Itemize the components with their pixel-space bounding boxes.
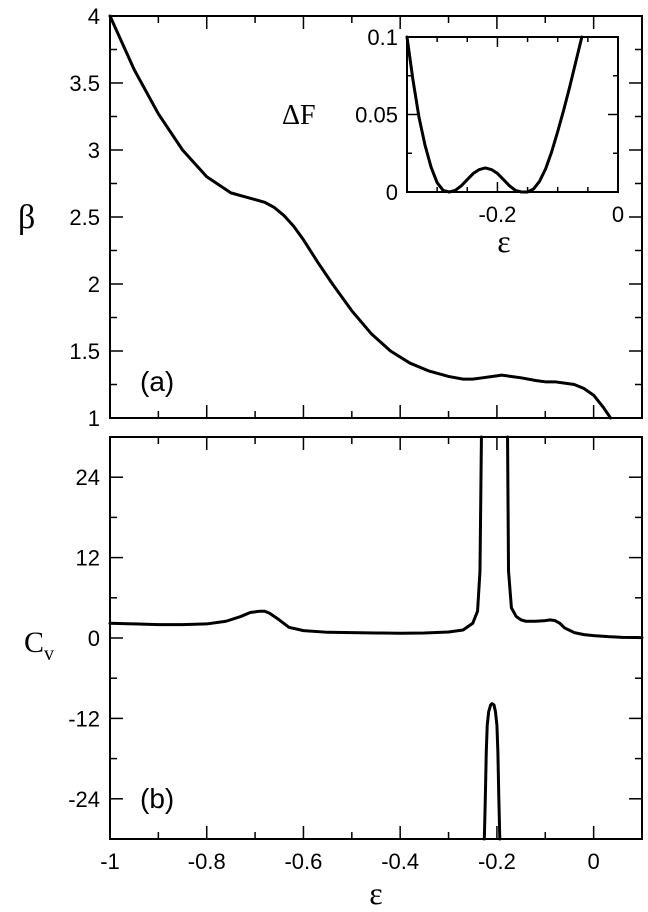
panel-b-xtick-label: -0.6 <box>284 849 322 874</box>
panel-a: 1 1.5 2 2.5 3 3.5 4 β (a) <box>18 4 643 431</box>
panel-a-ticks <box>109 15 643 419</box>
inset-xtick-label: 0 <box>612 202 624 227</box>
panel-a-ytick-labels: 1 1.5 2 2.5 3 3.5 4 <box>69 4 100 431</box>
panel-b-xtick-label: -0.8 <box>188 849 226 874</box>
panel-a-ytick-label: 4 <box>88 4 100 29</box>
panel-b-ticks <box>109 436 643 840</box>
panel-a-ytick-label: 3 <box>88 138 100 163</box>
panel-b-ytick-label: 0 <box>88 626 100 651</box>
inset-ytick-label: 0 <box>386 180 398 205</box>
panel-b-ytick-label: -24 <box>68 787 100 812</box>
panel-a-beta-curve <box>108 14 613 420</box>
inset-ytick-label: 0.05 <box>355 103 398 128</box>
panel-b-xtick-labels: -1 -0.8 -0.6 -0.4 -0.2 0 <box>100 849 600 874</box>
panel-b-xtick-label: -0.4 <box>381 849 419 874</box>
panel-b-xlabel: ε <box>369 875 382 911</box>
panel-b-frame <box>109 436 643 840</box>
panel-a-ytick-label: 2.5 <box>69 205 100 230</box>
panel-b-cv-segment-1 <box>108 435 483 635</box>
panel-b-ytick-label: 24 <box>76 465 100 490</box>
panel-b-xtick-label: 0 <box>588 849 600 874</box>
inset-background <box>407 37 618 192</box>
panel-a-ytick-label: 1 <box>88 406 100 431</box>
inset: 0 0.05 0.1 -0.2 0 ΔF ε <box>282 25 624 259</box>
panel-b-ytick-label: -12 <box>68 706 100 731</box>
inset-xlabel: ε <box>497 223 510 259</box>
panel-b-label: (b) <box>140 783 174 814</box>
panel-b-cv-curves <box>108 435 644 841</box>
inset-ticks <box>406 36 619 193</box>
panel-a-label: (a) <box>140 366 174 397</box>
panel-b-ytick-label: 12 <box>76 546 100 571</box>
panel-b-ylabel: Cv <box>24 626 54 665</box>
inset-ylabel: ΔF <box>282 100 316 131</box>
panel-a-ytick-label: 3.5 <box>69 71 100 96</box>
panel-b-ytick-labels: -24 -12 0 12 24 <box>68 465 100 812</box>
panel-b-cv-segment-3 <box>482 702 502 841</box>
inset-xtick-label: -0.2 <box>478 202 516 227</box>
panel-b-cv-segment-2 <box>506 435 644 640</box>
inset-ytick-label: 0.1 <box>367 25 398 50</box>
panel-b-xtick-label: -1 <box>100 849 120 874</box>
panel-b-xtick-label: -0.2 <box>478 849 516 874</box>
panel-b: -24 -12 0 12 24 -1 -0.8 -0.6 -0.4 -0.2 0 Cv (b) ε <box>24 435 644 911</box>
inset-deltaF-curve <box>405 35 584 194</box>
inset-xtick-labels: -0.2 0 <box>478 202 624 227</box>
panel-a-ytick-label: 1.5 <box>69 339 100 364</box>
panel-a-ytick-label: 2 <box>88 272 100 297</box>
panel-a-ylabel: β <box>18 199 35 236</box>
inset-ytick-labels: 0 0.05 0.1 <box>355 25 398 205</box>
